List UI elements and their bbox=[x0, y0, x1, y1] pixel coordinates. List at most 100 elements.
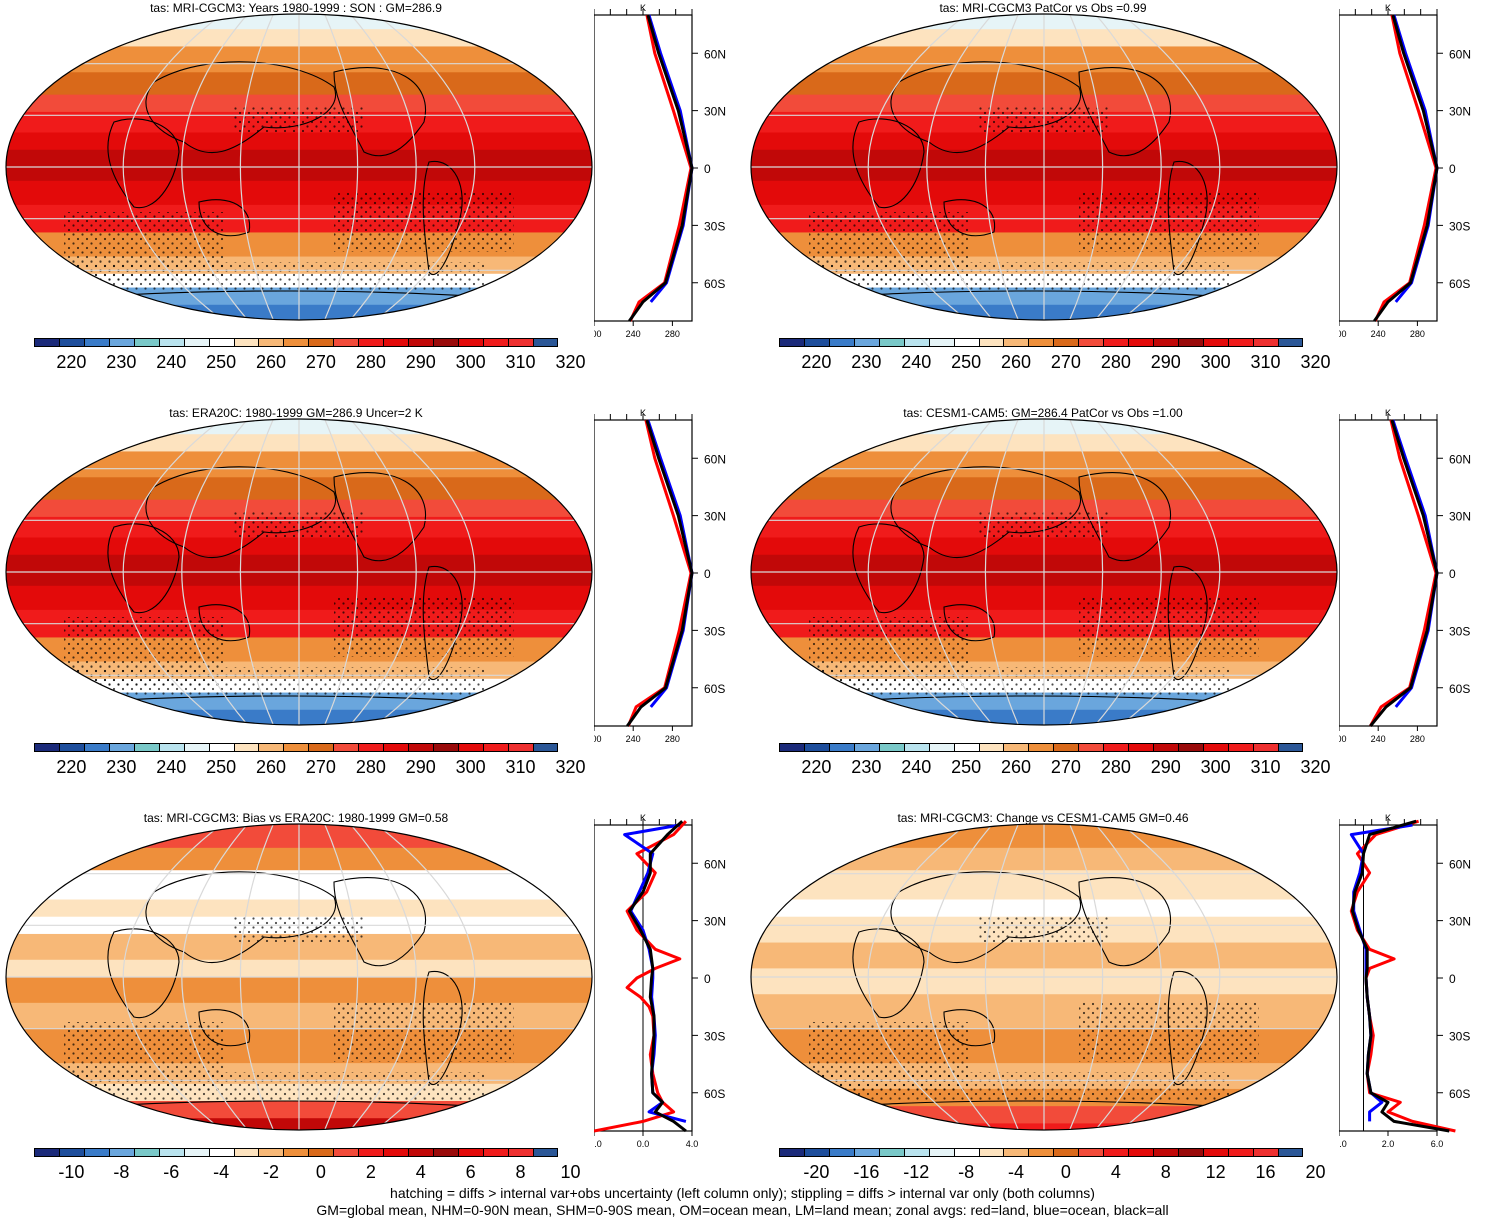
colorbar-swatch bbox=[1202, 743, 1228, 752]
zonal-line-land bbox=[594, 820, 688, 1133]
zonal-unit-label: K bbox=[1385, 408, 1391, 418]
zonal-line-ocean bbox=[623, 823, 687, 1123]
colorbar-tick-label: 240 bbox=[156, 352, 187, 372]
graticule-meridian bbox=[122, 824, 223, 1130]
colorbar-swatch bbox=[1028, 1148, 1054, 1157]
graticule-meridian bbox=[1094, 419, 1162, 725]
colorbar-tick-label: 280 bbox=[1100, 757, 1131, 777]
colorbar-swatch bbox=[953, 338, 979, 347]
graticule-meridian bbox=[239, 14, 274, 320]
colorbar-tick-label: -8 bbox=[113, 1162, 130, 1182]
colorbar-tick-label: 280 bbox=[355, 352, 386, 372]
colorbar-swatch bbox=[258, 338, 284, 347]
lat-tick-label: 0 bbox=[1449, 972, 1456, 986]
x-tick-label: 200 bbox=[594, 329, 602, 339]
colorbar-swatch bbox=[828, 1148, 854, 1157]
colorbar-swatch bbox=[34, 338, 59, 347]
colorbar-tick-label: 270 bbox=[305, 352, 336, 372]
colorbar-swatch bbox=[333, 743, 359, 752]
graticule-meridian bbox=[867, 14, 968, 320]
colorbar-swatch bbox=[283, 338, 309, 347]
colorbar bbox=[34, 338, 558, 347]
zonal-line-land bbox=[626, 419, 693, 727]
colorbar-swatch bbox=[158, 338, 184, 347]
graticule-meridian bbox=[375, 824, 476, 1130]
colorbar-swatch bbox=[408, 1148, 433, 1157]
map-title: tas: MRI-CGCM3: Change vs CESM1-CAM5 GM=… bbox=[897, 811, 1189, 825]
lat-tick-label: 30N bbox=[1449, 105, 1471, 119]
lat-tick-label: 60N bbox=[704, 47, 726, 61]
colorbar-tick-label: -6 bbox=[163, 1162, 180, 1182]
zonal-unit-label: K bbox=[640, 813, 646, 823]
zonal-line-all bbox=[1373, 14, 1439, 322]
colorbar-swatch bbox=[1103, 743, 1129, 752]
map-border bbox=[5, 418, 593, 726]
x-tick-label: 200 bbox=[1339, 329, 1347, 339]
colorbar bbox=[34, 1148, 558, 1157]
colorbar-swatch bbox=[532, 338, 558, 347]
colorbar-tick-label: 270 bbox=[1050, 352, 1081, 372]
zonal-mean-plot: K 200 240 280 60N 30N 0 30S 60S bbox=[594, 408, 726, 744]
zonal-unit-label: K bbox=[1385, 3, 1391, 13]
colorbar-tick-label: -8 bbox=[958, 1162, 975, 1182]
stippling bbox=[64, 667, 484, 697]
colorbar-swatch bbox=[1202, 338, 1228, 347]
colorbar-swatch bbox=[803, 338, 829, 347]
colorbar-tick-label: 300 bbox=[1200, 757, 1231, 777]
graticule-meridian bbox=[1094, 14, 1162, 320]
stippling bbox=[1079, 1002, 1259, 1062]
graticule-meridian bbox=[324, 419, 359, 725]
x-tick-label: 2.0 bbox=[1382, 1139, 1395, 1149]
colorbar-tick-label: 6 bbox=[465, 1162, 476, 1182]
colorbar-tick-label: 20 bbox=[1305, 1162, 1326, 1182]
graticule-meridian bbox=[375, 14, 476, 320]
colorbar-swatch bbox=[1227, 743, 1253, 752]
lat-tick-label: 0 bbox=[1449, 162, 1456, 176]
colorbar-tick-label: -10 bbox=[58, 1162, 85, 1182]
colorbar-tick-label: 310 bbox=[505, 757, 536, 777]
colorbar-swatch bbox=[383, 1148, 409, 1157]
graticule-meridian bbox=[1069, 14, 1104, 320]
graticule-meridian bbox=[349, 14, 417, 320]
colorbar-tick-label: 250 bbox=[951, 757, 982, 777]
colorbar-tick-label: 12 bbox=[1205, 1162, 1226, 1182]
colorbar-swatch bbox=[828, 338, 854, 347]
panel-era20c: tas: ERA20C: 1980-1999 GM=286.9 Uncer=2 … bbox=[0, 405, 745, 795]
lat-tick-label: 60N bbox=[1449, 47, 1471, 61]
colorbar-tick-label: 300 bbox=[1200, 352, 1231, 372]
colorbar-swatch bbox=[878, 743, 904, 752]
colorbar-swatch bbox=[34, 1148, 59, 1157]
colorbar-swatch bbox=[1078, 743, 1104, 752]
world-map bbox=[5, 418, 593, 726]
colorbar-swatch bbox=[1178, 338, 1203, 347]
graticule-meridian bbox=[1069, 824, 1104, 1130]
colorbar-swatch bbox=[433, 1148, 458, 1157]
zonal-unit-label: K bbox=[1385, 813, 1391, 823]
colorbar-swatch bbox=[58, 743, 84, 752]
lat-tick-label: 0 bbox=[704, 567, 711, 581]
zonal-frame bbox=[1339, 824, 1438, 1132]
colorbar-tick-label: 310 bbox=[1250, 757, 1281, 777]
panel-cesm: tas: CESM1-CAM5: GM=286.4 PatCor vs Obs … bbox=[745, 405, 1485, 795]
colorbar-swatch bbox=[853, 338, 879, 347]
zonal-mean-plot: K 200 240 280 60N 30N 0 30S 60S bbox=[1339, 408, 1471, 744]
colorbar-tick-label: -2 bbox=[263, 1162, 280, 1182]
coastline bbox=[852, 118, 925, 209]
colorbar-swatch bbox=[1028, 338, 1054, 347]
stippling bbox=[1079, 192, 1259, 252]
colorbar-tick-label: 320 bbox=[555, 757, 586, 777]
colorbar-tick-label: 0 bbox=[315, 1162, 326, 1182]
colorbar-swatch bbox=[1003, 743, 1029, 752]
colorbar-swatch bbox=[828, 743, 854, 752]
lat-tick-label: 0 bbox=[704, 162, 711, 176]
graticule-meridian bbox=[349, 419, 417, 725]
colorbar-tick-label: 300 bbox=[455, 352, 486, 372]
zonal-mean-plot: K 200 240 280 60N 30N 0 30S 60S bbox=[1339, 3, 1471, 339]
colorbar-swatch bbox=[1252, 338, 1278, 347]
graticule-meridian bbox=[984, 419, 1019, 725]
graticule-meridian bbox=[1094, 824, 1162, 1130]
colorbar-swatch bbox=[928, 1148, 954, 1157]
stippling bbox=[64, 1072, 484, 1102]
colorbar-swatch bbox=[158, 743, 184, 752]
map-title: tas: ERA20C: 1980-1999 GM=286.9 Uncer=2 … bbox=[169, 406, 423, 420]
